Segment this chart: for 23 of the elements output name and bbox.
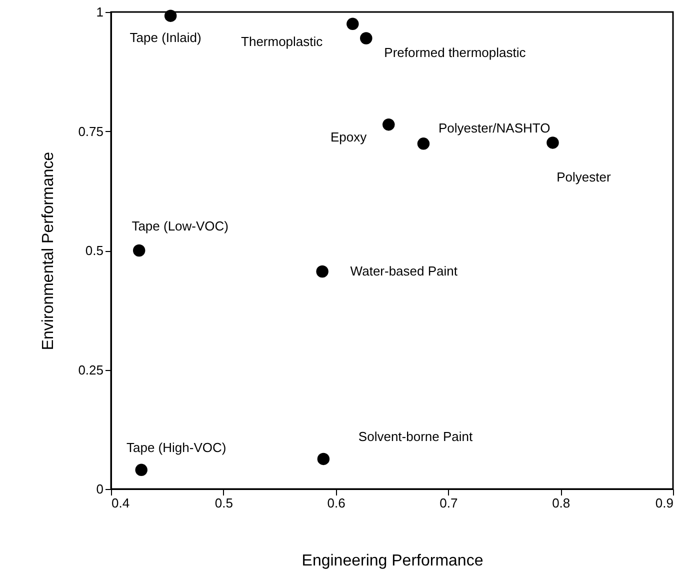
annotation: Preformed thermoplastic	[384, 45, 526, 60]
y-tick-label: 0	[96, 482, 104, 496]
annotation: Polyester/NASHTO	[438, 120, 550, 136]
y-tick-label: 1	[96, 4, 104, 20]
annotation: Tape (Low-VOC)	[132, 218, 229, 234]
y-tick-label: 0.75	[78, 124, 104, 139]
annotation: Solvent-borne Paint	[358, 428, 474, 444]
annotation: Polyester	[556, 170, 612, 185]
y-tick-label: 0.5	[85, 243, 104, 258]
y-axis-title: Environmental Performance	[40, 152, 58, 350]
x-tick-label: 0.7	[440, 496, 458, 510]
x-tick-label: 0.8	[552, 496, 570, 510]
y-tick-label: 0.25	[78, 362, 104, 378]
annotation: Epoxy	[330, 130, 368, 145]
x-tick-label: 0.4	[112, 496, 130, 510]
annotation: Tape (Inlaid)	[130, 30, 202, 45]
x-axis-title: Engineering Performance	[302, 552, 484, 570]
x-tick-label: 0.5	[214, 496, 233, 510]
x-tick-label: 0.6	[327, 496, 346, 510]
annotation: Tape (High-VOC)	[126, 440, 226, 455]
x-tick-label: 0.9	[655, 496, 674, 510]
annotation: Thermoplastic	[241, 34, 324, 49]
annotation: Water-based Paint	[350, 263, 458, 278]
